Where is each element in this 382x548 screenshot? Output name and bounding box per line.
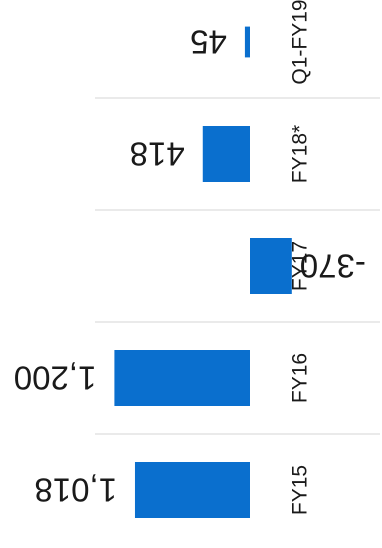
bar-fy17: [250, 238, 292, 294]
row-separators: [95, 97, 380, 435]
value-label-q1-fy19: 45: [190, 24, 227, 61]
category-label-q1-fy19: Q1-FY19: [289, 0, 312, 85]
value-label-fy15: 1,018: [34, 472, 117, 509]
bar-fy16: [114, 350, 251, 406]
bar-fy15: [134, 462, 250, 518]
category-label-fy17: FY17: [289, 241, 312, 291]
category-label-fy16: FY16: [289, 353, 312, 403]
category-label-fy15: FY15: [289, 465, 312, 515]
bar-q1-fy19: [244, 26, 250, 58]
bar-fy18: [202, 126, 250, 182]
value-label-fy18: 418: [130, 136, 185, 173]
bars: [114, 26, 292, 518]
value-label-fy17: -370: [300, 248, 366, 285]
category-label-fy18: FY18*: [289, 125, 312, 183]
value-label-fy16: 1,200: [14, 360, 97, 397]
